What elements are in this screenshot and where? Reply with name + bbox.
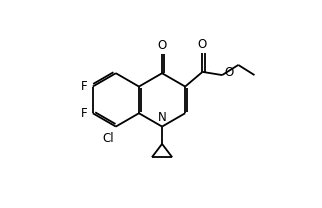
Text: N: N [158,111,166,124]
Text: O: O [157,39,167,52]
Text: F: F [81,107,88,120]
Text: Cl: Cl [102,132,114,145]
Text: F: F [81,80,88,93]
Text: O: O [198,38,207,51]
Text: O: O [224,66,233,79]
